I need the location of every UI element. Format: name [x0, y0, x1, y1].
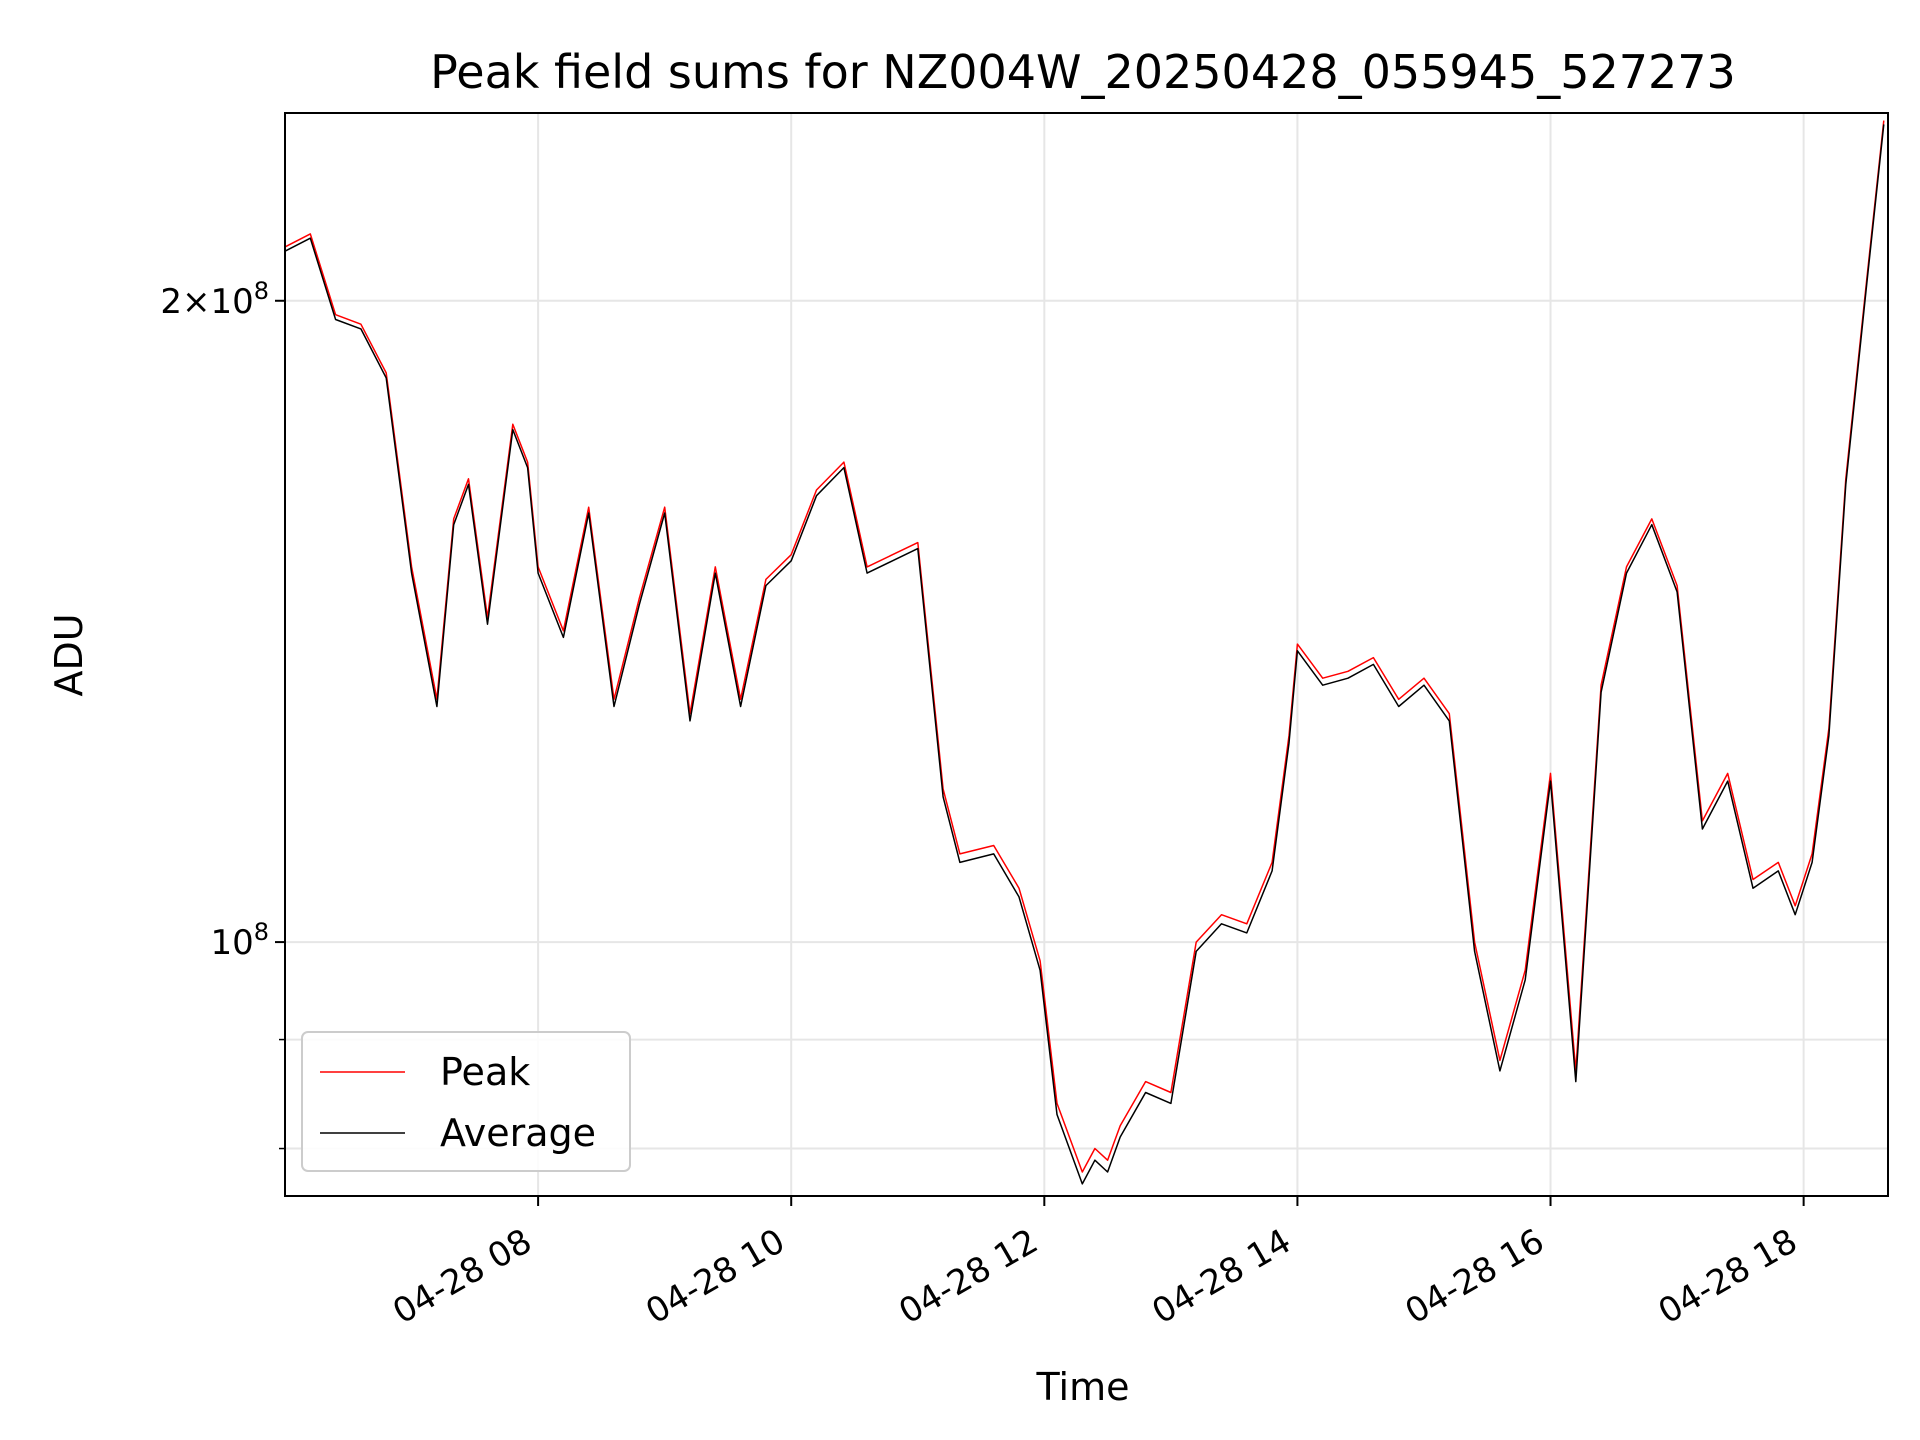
- plot-series: [284, 120, 1885, 1185]
- legend-label-average: Average: [440, 1111, 596, 1155]
- legend: Peak Average: [301, 1031, 631, 1172]
- x-axis-label: Time: [1036, 1365, 1130, 1409]
- plot-frame: [284, 112, 1889, 1197]
- legend-label-peak: Peak: [440, 1050, 530, 1094]
- y-tick-label: 108: [210, 918, 269, 963]
- chart-title: Peak field sums for NZ004W_20250428_0559…: [430, 45, 1736, 99]
- y-axis-label: ADU: [47, 613, 91, 696]
- grid: [285, 113, 1888, 1196]
- series-line-average: [284, 124, 1885, 1185]
- y-tick-label: 2×108: [160, 277, 269, 322]
- legend-box: [301, 1031, 631, 1172]
- y-axis-ticks: 108 2×108: [160, 277, 285, 1150]
